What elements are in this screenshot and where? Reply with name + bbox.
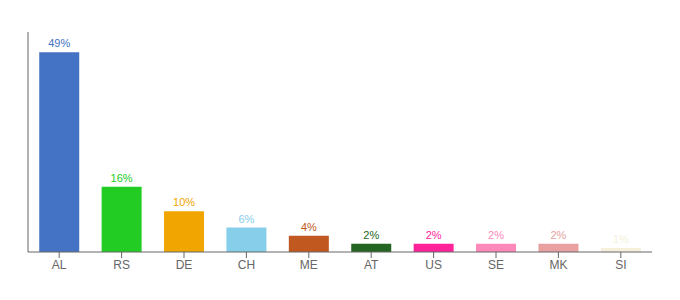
svg-text:MK: MK — [549, 258, 567, 272]
svg-text:RS: RS — [113, 258, 130, 272]
svg-text:SE: SE — [488, 258, 504, 272]
svg-text:2%: 2% — [550, 229, 566, 241]
svg-text:1%: 1% — [613, 233, 629, 245]
svg-text:DE: DE — [176, 258, 193, 272]
svg-text:2%: 2% — [363, 229, 379, 241]
svg-text:2%: 2% — [488, 229, 504, 241]
svg-text:AT: AT — [364, 258, 379, 272]
svg-text:49%: 49% — [48, 37, 70, 49]
svg-text:10%: 10% — [173, 196, 195, 208]
svg-text:ME: ME — [300, 258, 318, 272]
svg-text:6%: 6% — [238, 213, 254, 225]
svg-text:CH: CH — [238, 258, 255, 272]
svg-text:2%: 2% — [426, 229, 442, 241]
svg-text:16%: 16% — [111, 172, 133, 184]
svg-text:4%: 4% — [301, 221, 317, 233]
svg-text:SI: SI — [615, 258, 626, 272]
svg-text:US: US — [425, 258, 442, 272]
svg-text:AL: AL — [52, 258, 67, 272]
